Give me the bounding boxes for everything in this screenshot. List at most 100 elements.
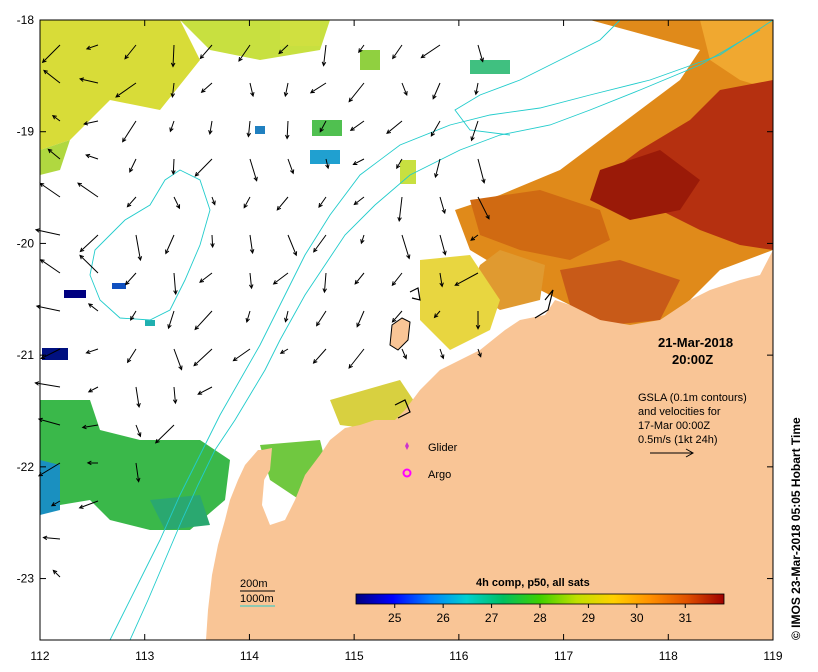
velocity-arrow — [51, 114, 61, 122]
velocity-arrow — [135, 424, 142, 438]
velocity-arrow — [348, 348, 365, 369]
lat-tick-label: -20 — [17, 236, 35, 250]
velocity-arrow — [318, 196, 327, 208]
velocity-arrow — [353, 196, 365, 206]
sst-field — [40, 20, 773, 530]
velocity-arrow — [167, 310, 175, 330]
argo-label: Argo — [428, 469, 451, 481]
colorbar-tick-label: 25 — [388, 611, 402, 625]
velocity-arrow — [194, 158, 213, 177]
velocity-arrow — [43, 69, 61, 84]
velocity-arrow — [439, 272, 444, 288]
velocity-arrow — [309, 82, 327, 94]
velocity-arrow — [40, 348, 61, 359]
velocity-arrow — [454, 272, 479, 286]
velocity-arrow — [173, 196, 181, 210]
velocity-arrow — [172, 386, 178, 405]
lat-tick-label: -21 — [17, 348, 35, 362]
velocity-arrow — [170, 82, 176, 99]
velocity-arrow — [396, 158, 403, 170]
velocity-arrow — [78, 500, 99, 509]
colorbar-ticks: 25 26 27 28 29 30 31 — [388, 604, 692, 625]
map-time: 20:00Z — [672, 352, 713, 367]
lon-tick-label: 113 — [135, 649, 154, 663]
velocity-arrow — [283, 82, 289, 98]
velocity-arrow — [312, 348, 327, 364]
velocity-arrow — [316, 310, 327, 327]
velocity-arrow — [135, 386, 141, 408]
velocity-arrow — [129, 158, 137, 173]
velocity-arrow — [200, 82, 213, 94]
velocity-arrow — [401, 82, 408, 97]
velocity-arrow — [79, 234, 99, 253]
velocity-arrow — [171, 158, 176, 176]
velocity-arrow — [173, 272, 178, 296]
velocity-arrow — [322, 272, 327, 294]
velocity-arrow — [248, 272, 254, 290]
velocity-arrow — [124, 272, 137, 286]
velocity-arrow — [199, 44, 213, 60]
velocity-arrow — [470, 120, 479, 142]
velocity-arrow — [154, 424, 175, 444]
isobath-1000-label: 1000m — [240, 593, 274, 605]
argo-marker — [402, 468, 412, 478]
peninsula-island — [262, 448, 272, 480]
velocity-arrow — [285, 120, 290, 140]
velocity-arrow — [249, 234, 255, 255]
velocity-arrow — [85, 348, 99, 355]
velocity-arrow — [432, 82, 441, 100]
velocity-arrow — [287, 234, 298, 257]
velocity-arrow — [319, 120, 327, 133]
velocity-arrow — [439, 234, 447, 256]
velocity-arrow — [210, 234, 215, 249]
velocity-arrow — [477, 196, 490, 220]
velocity-arrow — [279, 348, 289, 354]
velocity-arrow — [360, 234, 365, 245]
velocity-arrow — [392, 44, 403, 60]
velocity-arrow — [474, 82, 479, 96]
axis-ticks — [39, 19, 774, 640]
gsla-line1: GSLA (0.1m contours) — [638, 392, 747, 404]
velocity-arrow — [245, 310, 251, 323]
glider-label: Glider — [428, 442, 458, 454]
velocity-arrow — [115, 82, 137, 98]
velocity-arrow — [272, 272, 289, 285]
velocity-arrow — [243, 196, 251, 209]
velocity-arrow — [430, 120, 441, 137]
velocity-arrow — [397, 196, 403, 223]
australia-land — [206, 250, 773, 640]
velocity-arrow — [39, 259, 61, 274]
velocity-arrow — [348, 82, 365, 103]
velocity-arrow — [86, 460, 99, 466]
colorbar — [355, 593, 725, 605]
velocity-arrow — [391, 272, 403, 287]
colorbar-tick-label: 26 — [436, 611, 450, 625]
velocity-arrow — [42, 535, 61, 541]
velocity-arrow — [135, 234, 143, 262]
velocity-arrow — [50, 500, 61, 507]
velocity-arrow — [287, 158, 295, 175]
velocity-arrow — [79, 254, 99, 274]
velocity-arrow — [349, 120, 365, 132]
velocity-arrow — [37, 417, 61, 426]
glider-marker — [405, 442, 409, 450]
lon-tick-label: 119 — [763, 649, 782, 663]
velocity-arrow — [470, 234, 479, 241]
velocity-arrow — [85, 153, 99, 160]
colorbar-tick-label: 31 — [679, 611, 693, 625]
velocity-arrow — [81, 424, 99, 430]
velocity-arrow — [47, 148, 61, 160]
velocity-arrow — [83, 120, 99, 126]
map-frame — [39, 19, 774, 641]
velocity-arrow — [124, 44, 137, 60]
velocity-arrow — [401, 348, 407, 360]
velocity-arrow — [401, 234, 411, 260]
velocity-arrow — [352, 158, 365, 165]
lon-tick-label: 116 — [449, 649, 468, 663]
map-date: 21-Mar-2018 — [658, 335, 733, 350]
island — [389, 317, 411, 351]
lon-tick-label: 112 — [30, 649, 49, 663]
velocity-arrow — [170, 44, 176, 68]
velocity-arrow — [122, 120, 137, 143]
